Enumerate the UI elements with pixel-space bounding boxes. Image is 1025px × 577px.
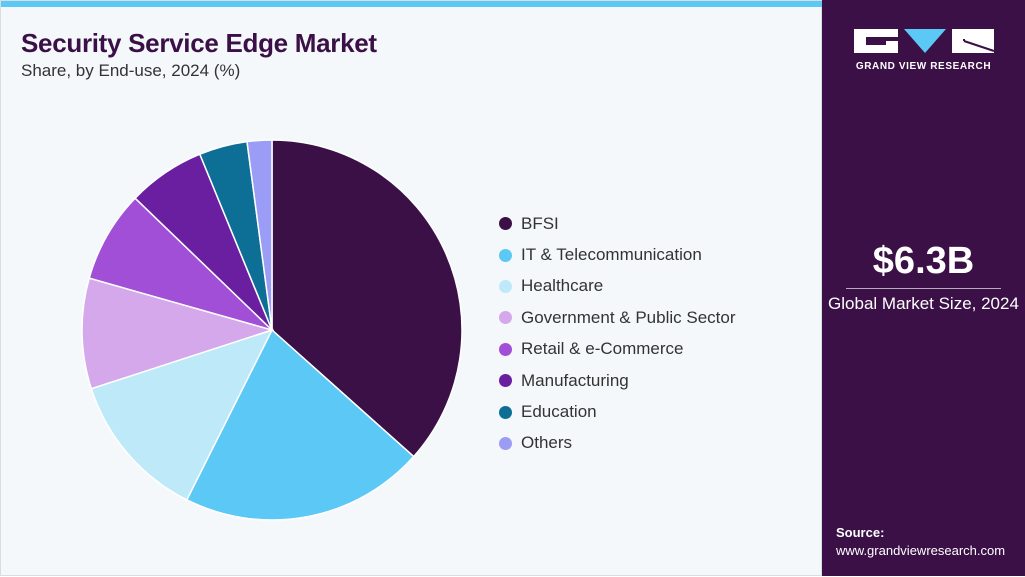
pie-slice-bfsi bbox=[271, 139, 463, 458]
legend-label: BFSI bbox=[521, 213, 559, 233]
legend-swatch bbox=[499, 436, 512, 450]
pie-slice-retail-e-commerce bbox=[88, 197, 273, 331]
market-size-label: Global Market Size, 2024 bbox=[828, 294, 1019, 313]
legend-label: IT & Telecommunication bbox=[521, 245, 702, 265]
market-size-value: $6.3B bbox=[872, 240, 975, 282]
grand-view-research-logo bbox=[854, 29, 995, 53]
legend-label: Education bbox=[521, 402, 597, 422]
legend-item: Retail & e-Commerce bbox=[499, 334, 735, 365]
legend-label: Manufacturing bbox=[521, 370, 629, 390]
legend-label: Retail & e-Commerce bbox=[521, 339, 684, 359]
pie-slice-it-telecommunication bbox=[185, 328, 415, 521]
chart-subtitle: Share, by End-use, 2024 (%) bbox=[21, 61, 241, 80]
source-label: Source: bbox=[836, 525, 885, 540]
chart-panel: Security Service Edge Market Share, by E… bbox=[0, 0, 823, 576]
legend-swatch bbox=[499, 248, 512, 262]
sidebar: GRAND VIEW RESEARCH $6.3B Global Market … bbox=[822, 0, 1025, 576]
legend-label: Others bbox=[521, 433, 573, 453]
legend-label: Healthcare bbox=[521, 276, 604, 296]
legend-item: Healthcare bbox=[499, 271, 735, 302]
accent-bar bbox=[1, 1, 823, 7]
source-link[interactable]: www.grandviewresearch.com bbox=[836, 543, 1006, 558]
pie-slice-others bbox=[246, 139, 273, 331]
legend-swatch bbox=[499, 342, 512, 356]
pie-chart bbox=[81, 139, 463, 521]
legend-item: Others bbox=[499, 428, 735, 459]
legend-swatch bbox=[499, 279, 512, 293]
legend-swatch bbox=[499, 217, 512, 231]
legend-swatch bbox=[499, 405, 512, 419]
legend-label: Government & Public Sector bbox=[521, 307, 736, 327]
legend-swatch bbox=[499, 374, 512, 388]
legend-swatch bbox=[499, 311, 512, 325]
pie-slice-healthcare bbox=[90, 328, 274, 501]
legend-item: Education bbox=[499, 396, 735, 427]
divider bbox=[846, 288, 1001, 289]
legend-item: IT & Telecommunication bbox=[499, 239, 735, 270]
legend-item: BFSI bbox=[499, 208, 735, 239]
legend: BFSI IT & Telecommunication Healthcare Gove… bbox=[499, 208, 735, 459]
chart-title: Security Service Edge Market bbox=[21, 28, 377, 58]
logo-text: GRAND VIEW RESEARCH bbox=[855, 61, 992, 72]
legend-item: Government & Public Sector bbox=[499, 302, 735, 333]
pie-slice-government-public-sector bbox=[81, 277, 275, 390]
legend-item: Manufacturing bbox=[499, 365, 735, 396]
